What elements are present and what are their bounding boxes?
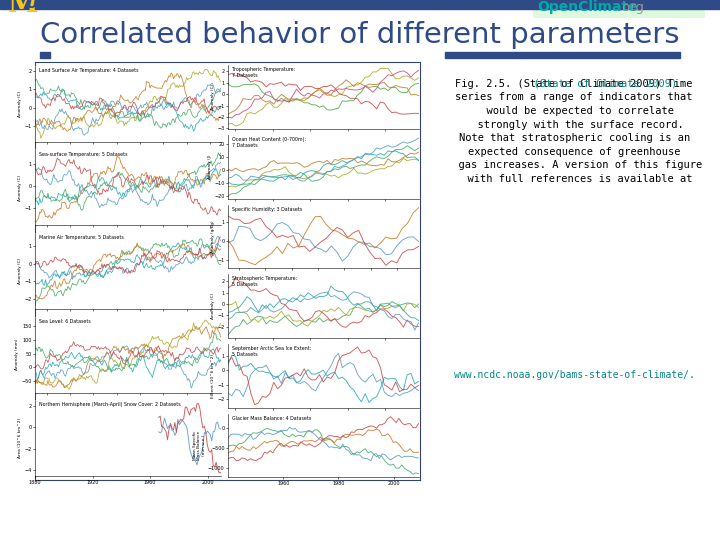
Bar [445,52,680,58]
Text: Stratospheric Temperature:
5 Datasets: Stratospheric Temperature: 5 Datasets [232,276,297,287]
Text: Sea Level: 6 Datasets: Sea Level: 6 Datasets [39,319,91,324]
Y-axis label: Extent (10^6 km^2): Extent (10^6 km^2) [211,354,215,398]
Y-axis label: Anomaly (C): Anomaly (C) [18,91,22,117]
Y-axis label: Area (10^6 km^2): Area (10^6 km^2) [18,418,22,458]
Text: (State of Climate 2009): (State of Climate 2009) [471,79,678,89]
Text: Correlated behavior of different parameters: Correlated behavior of different paramet… [40,21,680,49]
Y-axis label: Anomaly (J): Anomaly (J) [208,154,212,179]
Y-axis label: Mean Specific
Mass Balance
(mm w.e.): Mean Specific Mass Balance (mm w.e.) [193,431,206,460]
Text: M: M [8,0,39,17]
Text: .org: .org [619,1,645,14]
Text: Glacier Mass Balance: 4 Datasets: Glacier Mass Balance: 4 Datasets [232,416,311,421]
Text: Northern Hemisphere (March-April) Snow Cover: 2 Datasets: Northern Hemisphere (March-April) Snow C… [39,402,180,408]
Text: OpenClimate: OpenClimate [537,0,638,14]
Text: UNIVERSITY OF MICHIGAN: UNIVERSITY OF MICHIGAN [27,0,222,10]
Text: Land Surface Air Temperature: 4 Datasets: Land Surface Air Temperature: 4 Datasets [39,68,138,73]
Text: www.ncdc.noaa.gov/bams-state-of-climate/.: www.ncdc.noaa.gov/bams-state-of-climate/… [454,370,695,380]
Y-axis label: Anomaly (mm): Anomaly (mm) [15,339,19,370]
FancyBboxPatch shape [533,0,705,18]
Text: Sea-surface Temperature: 5 Datasets: Sea-surface Temperature: 5 Datasets [39,152,127,157]
Bar [40,52,50,58]
Y-axis label: Anomaly (C): Anomaly (C) [211,293,215,319]
Text: Specific Humidity: 3 Datasets: Specific Humidity: 3 Datasets [232,207,302,212]
Bar [0,0,720,9]
Text: Ocean Heat Content (0-700m):
7 Datasets: Ocean Heat Content (0-700m): 7 Datasets [232,137,306,148]
Y-axis label: Anomaly (C): Anomaly (C) [211,84,215,110]
Text: Fig. 2.5. (State of Climate 2009) Time
series from a range of indicators that
  : Fig. 2.5. (State of Climate 2009) Time s… [446,79,702,184]
Text: September Arctic Sea Ice Extent:
5 Datasets: September Arctic Sea Ice Extent: 5 Datas… [232,346,311,357]
Y-axis label: Anomaly (g/kg): Anomaly (g/kg) [211,220,215,253]
Y-axis label: Anomaly (C): Anomaly (C) [18,174,22,200]
Text: Marine Air Temperature: 5 Datasets: Marine Air Temperature: 5 Datasets [39,235,123,240]
Text: Tropospheric Temperature:
7 Datasets: Tropospheric Temperature: 7 Datasets [232,68,295,78]
Y-axis label: Anomaly (C): Anomaly (C) [18,258,22,284]
